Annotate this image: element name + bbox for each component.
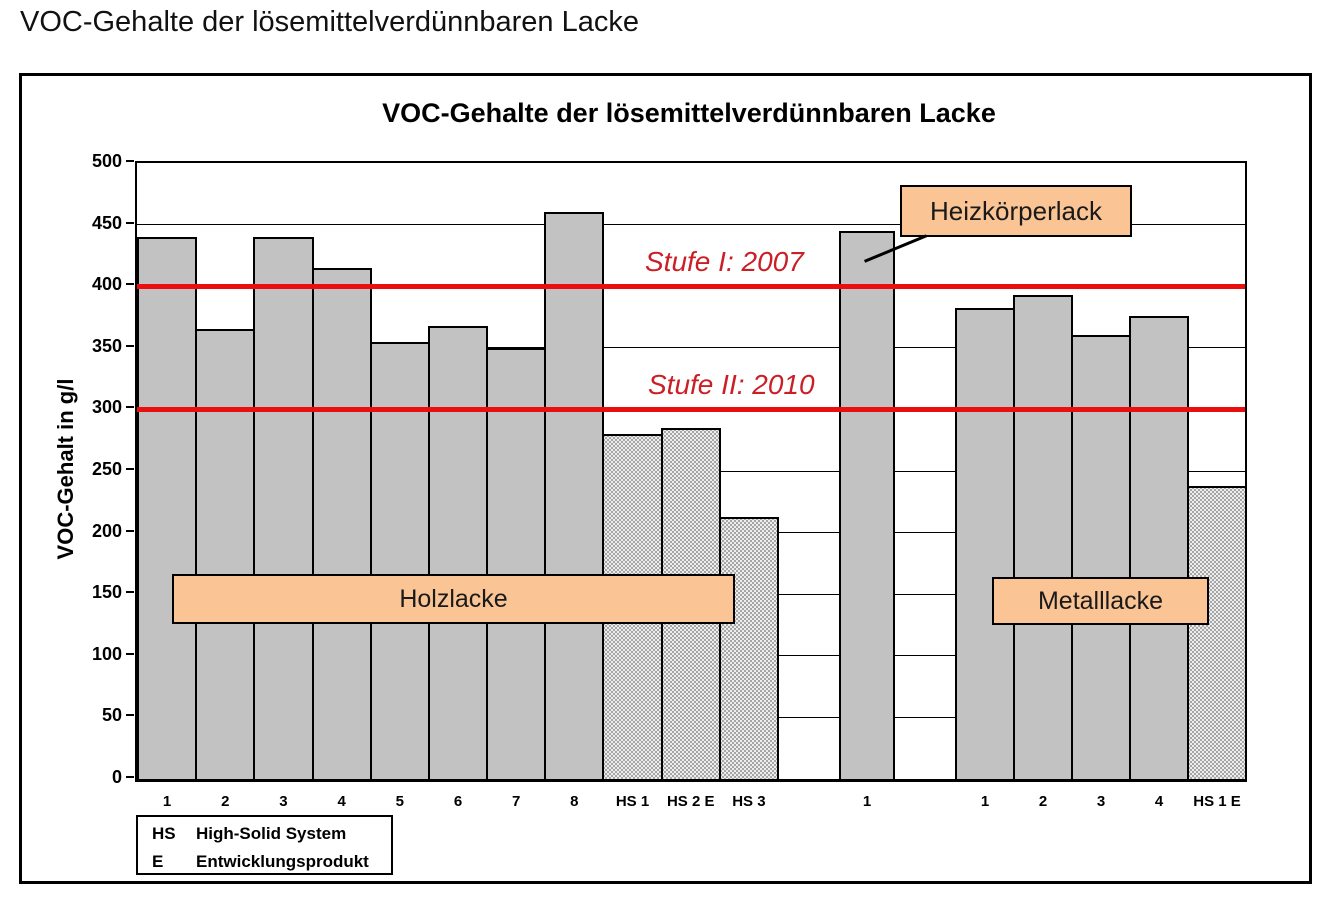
bar-holzlacke-7: [486, 347, 547, 779]
y-tick-450: [126, 221, 134, 224]
gridline-450: [137, 224, 1245, 226]
bar-holzlacke-HS3: [718, 516, 779, 779]
x-axis-label-holzlacke-HS2E: HS 2 E: [666, 793, 715, 810]
legend-row-hs: HS High-Solid System: [152, 823, 391, 845]
y-tick-100: [126, 652, 134, 655]
bar-holzlacke-3: [253, 236, 314, 779]
x-axis-label-metalllacke-HS1E: HS 1 E: [1193, 793, 1241, 810]
x-axis-label-holzlacke-1: 1: [162, 793, 172, 810]
page-title: VOC-Gehalte der lösemittelverdünnbaren L…: [20, 6, 639, 38]
y-tick-400: [126, 283, 134, 286]
y-tick-label-100: 100: [91, 643, 122, 664]
bar-holzlacke-1: [137, 236, 198, 779]
legend-abbr-hs: HS: [152, 824, 176, 843]
y-tick-250: [126, 468, 134, 470]
x-axis-label-holzlacke-3: 3: [279, 793, 288, 810]
x-axis-label-holzlacke-8: 8: [570, 793, 579, 810]
y-tick-label-50: 50: [101, 705, 122, 726]
y-tick-label-200: 200: [91, 520, 122, 541]
bar-holzlacke-4: [311, 267, 372, 779]
legend-text-e: Entwicklungsprodukt: [196, 852, 369, 871]
y-tick-label-0: 0: [111, 767, 122, 787]
legend-box: HS High-Solid System E Entwicklungsprodukt: [136, 815, 393, 875]
legend-abbr-e: E: [152, 852, 164, 871]
reference-line-label-400: Stufe I: 2007: [645, 246, 804, 278]
bar-metalllacke-1: [955, 308, 1015, 779]
bar-heizkörperlack-1: [839, 230, 895, 779]
bar-holzlacke-6: [427, 325, 489, 779]
x-axis-label-holzlacke-7: 7: [511, 793, 521, 810]
y-tick-label-400: 400: [91, 274, 122, 295]
y-tick-200: [126, 529, 134, 532]
bar-metalllacke-4: [1129, 315, 1189, 779]
x-axis-label-holzlacke-6: 6: [453, 793, 463, 810]
bar-holzlacke-8: [544, 212, 605, 779]
x-axis-label-heizkörperlack-1: 1: [862, 793, 872, 810]
y-tick-label-450: 450: [91, 212, 122, 233]
y-tick-350: [126, 344, 134, 347]
reference-line-300: [137, 406, 1245, 412]
gridline-350: [137, 347, 1245, 349]
bar-metalllacke-HS1E: [1187, 485, 1247, 779]
legend-row-e: E Entwicklungsprodukt: [152, 851, 391, 873]
plot-area: Holzlacke Metalllacke Heizkörperlack 1 2 3…: [135, 161, 1247, 810]
y-tick-label-500: 500: [91, 151, 122, 171]
bar-holzlacke-2: [195, 329, 256, 779]
x-axis-label-holzlacke-4: 4: [337, 793, 346, 810]
x-axis-label-holzlacke-HS3: HS 3: [732, 793, 766, 810]
x-axis-label-holzlacke-HS1: HS 1: [615, 793, 650, 810]
holzlacke-group-label-text: Holzlacke: [399, 584, 508, 613]
bar-metalllacke-3: [1071, 335, 1131, 779]
bar-metalllacke-2: [1013, 294, 1073, 779]
y-tick-300: [126, 406, 134, 409]
y-tick-500: [126, 160, 134, 162]
x-axis-label-holzlacke-2: 2: [221, 793, 230, 810]
x-axis-label-metalllacke-3: 3: [1096, 793, 1106, 810]
x-axis-label-metalllacke-1: 1: [980, 793, 990, 810]
bar-holzlacke-5: [369, 341, 430, 779]
y-tick-label-350: 350: [91, 335, 122, 356]
y-tick-50: [126, 714, 134, 717]
y-tick-label-150: 150: [91, 582, 122, 603]
reference-line-label-300: Stufe II: 2010: [648, 369, 815, 401]
y-tick-label-300: 300: [91, 397, 122, 418]
x-axis-label-holzlacke-5: 5: [395, 793, 404, 810]
heizkoerperlack-callout-text: Heizkörperlack: [930, 195, 1102, 226]
chart-frame: VOC-Gehalte der lösemittelverdünnbaren L…: [19, 73, 1312, 884]
y-tick-150: [126, 591, 134, 594]
legend-text-hs: High-Solid System: [196, 824, 347, 843]
heizkoerperlack-callout: Heizkörperlack: [900, 185, 1132, 237]
x-axis-label-metalllacke-2: 2: [1038, 793, 1048, 810]
x-axis-label-metalllacke-4: 4: [1154, 793, 1164, 810]
metalllacke-group-label: Metalllacke: [992, 577, 1209, 625]
y-tick-0: [126, 776, 134, 778]
chart-title: VOC-Gehalte der lösemittelverdünnbaren L…: [382, 98, 996, 128]
reference-line-400: [137, 283, 1245, 289]
metalllacke-group-label-text: Metalllacke: [1037, 586, 1164, 615]
holzlacke-group-label: Holzlacke: [172, 574, 735, 624]
y-tick-label-250: 250: [91, 459, 122, 479]
